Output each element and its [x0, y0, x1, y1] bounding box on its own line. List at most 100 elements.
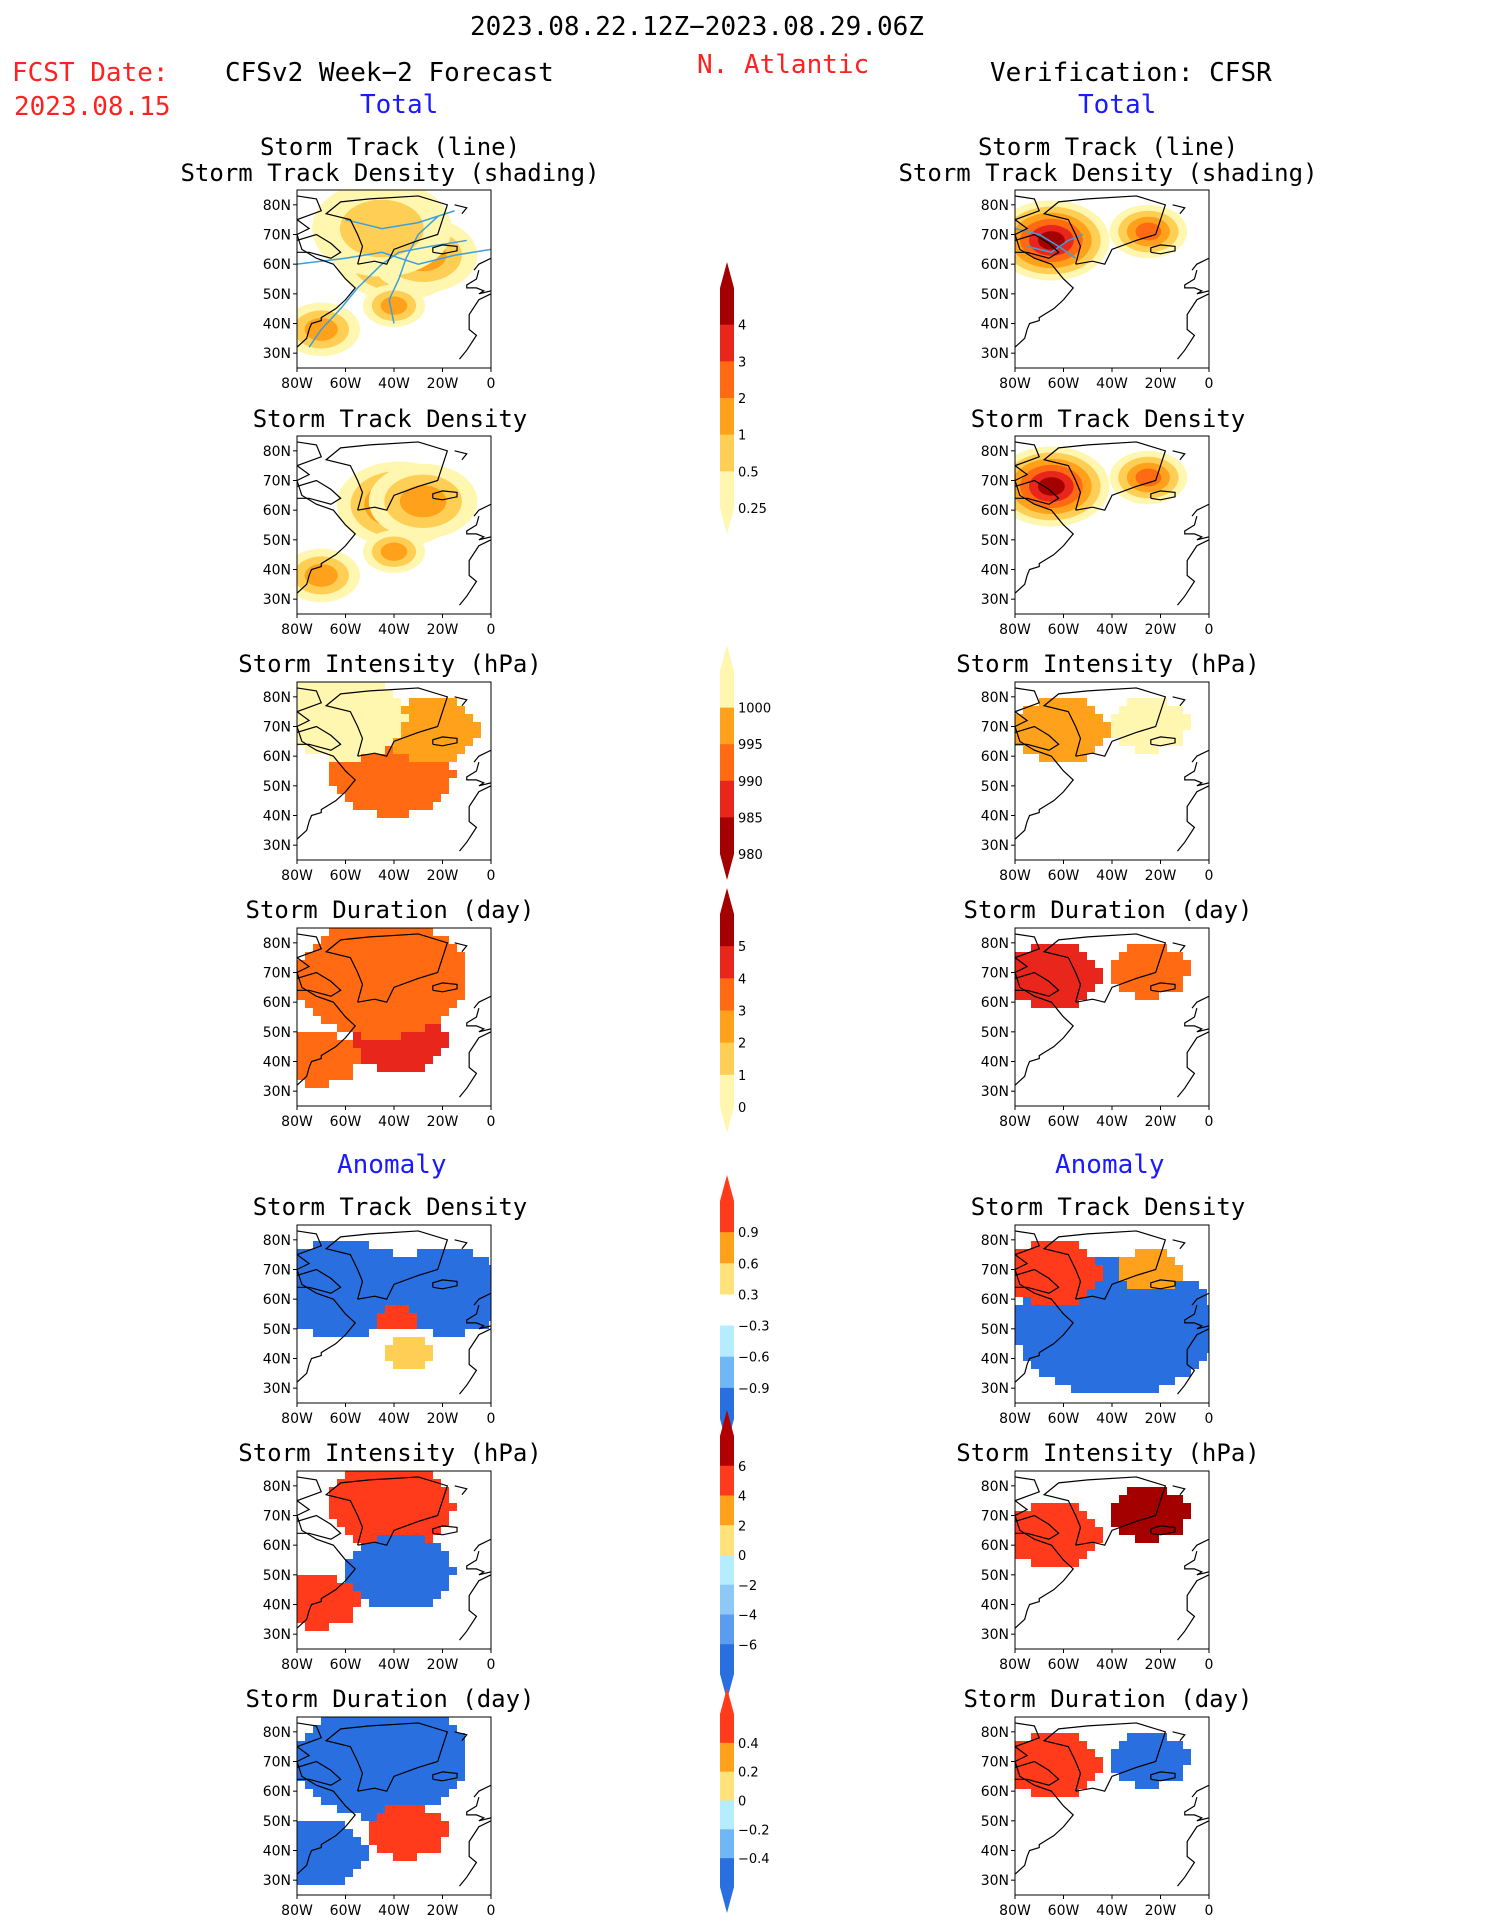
grid-cell	[449, 738, 457, 746]
grid-cell	[401, 976, 409, 984]
grid-cell	[1111, 1377, 1119, 1385]
grid-cell	[377, 1249, 385, 1257]
grid-cell	[457, 1273, 465, 1281]
grid-cell	[409, 984, 417, 992]
grid-cell	[441, 730, 449, 738]
coastline	[1015, 1760, 1060, 1786]
grid-cell	[361, 1467, 369, 1471]
grid-cell	[1159, 722, 1167, 730]
grid-cell	[305, 1265, 313, 1273]
grid-cell	[1127, 1297, 1135, 1305]
colorbar-label: −0.4	[738, 1852, 770, 1867]
density-blob	[304, 563, 338, 587]
grid-cell	[337, 1713, 345, 1717]
grid-cell	[1175, 1369, 1183, 1377]
grid-cell	[401, 1725, 409, 1733]
grid-cell	[321, 1861, 329, 1869]
grid-cell	[393, 1725, 401, 1733]
grid-cell	[1119, 1377, 1127, 1385]
grid-cell	[1095, 1527, 1103, 1535]
forecast-title: CFSv2 Week−2 Forecast	[225, 58, 554, 88]
grid-cell	[377, 1313, 385, 1321]
grid-cell	[441, 1575, 449, 1583]
grid-cell	[1159, 1273, 1167, 1281]
grid-cell	[369, 992, 377, 1000]
grid-cell	[441, 984, 449, 992]
grid-cell	[321, 1000, 329, 1008]
grid-cell	[401, 1519, 409, 1527]
grid-cell	[401, 1471, 409, 1479]
grid-cell	[305, 1821, 313, 1829]
colorbar-segment	[720, 471, 734, 509]
grid-cell	[1135, 1281, 1143, 1289]
grid-cell	[433, 1487, 441, 1495]
grid-cell	[321, 936, 329, 944]
grid-cell	[1039, 1559, 1047, 1567]
grid-cell	[313, 1829, 321, 1837]
grid-cell	[1167, 1265, 1175, 1273]
grid-cell	[1023, 730, 1031, 738]
grid-cell	[1063, 1765, 1071, 1773]
grid-cell	[1015, 1543, 1023, 1551]
coastline	[1150, 982, 1176, 993]
grid-cell	[1111, 1385, 1119, 1393]
grid-cell	[1071, 1321, 1079, 1329]
grid-cell	[1143, 1535, 1151, 1543]
grid-cell	[417, 1821, 425, 1829]
grid-cell	[313, 1765, 321, 1773]
grid-cell	[1055, 706, 1063, 714]
grid-cell	[401, 1713, 409, 1717]
grid-cell	[377, 698, 385, 706]
grid-cell	[321, 1321, 329, 1329]
grid-cell	[1087, 1377, 1095, 1385]
grid-cell	[1111, 1305, 1119, 1313]
colorbar-label: 985	[738, 811, 763, 826]
grid-cell	[393, 1008, 401, 1016]
grid-cell	[297, 1056, 305, 1064]
grid-cell	[425, 1749, 433, 1757]
grid-cell	[313, 1575, 321, 1583]
grid-cell	[353, 1289, 361, 1297]
coastline	[454, 450, 468, 461]
grid-cell	[297, 1064, 305, 1072]
grid-cell	[441, 1725, 449, 1733]
grid-cell	[417, 1717, 425, 1725]
grid-cell	[457, 1313, 465, 1321]
grid-cell	[441, 1289, 449, 1297]
grid-cell	[385, 1583, 393, 1591]
grid-cell	[377, 992, 385, 1000]
grid-cell	[401, 1543, 409, 1551]
grid-cell	[441, 1511, 449, 1519]
grid-cell	[1127, 714, 1135, 722]
grid-cell	[321, 1265, 329, 1273]
grid-cell	[1151, 1329, 1159, 1337]
grid-cell	[1127, 738, 1135, 746]
grid-cell	[297, 1072, 305, 1080]
grid-cell	[1063, 1781, 1071, 1789]
coastline	[1042, 441, 1167, 511]
x-tick-label: 20W	[427, 1903, 459, 1919]
grid-cell	[425, 706, 433, 714]
grid-cell	[1143, 706, 1151, 714]
grid-cell	[369, 1813, 377, 1821]
grid-cell	[1023, 976, 1031, 984]
grid-cell	[1143, 1257, 1151, 1265]
grid-cell	[321, 1297, 329, 1305]
grid-cell	[1087, 1773, 1095, 1781]
grid-cell	[409, 754, 417, 762]
colorbar-segment	[720, 1614, 734, 1645]
grid-cell	[1103, 1297, 1111, 1305]
grid-cell	[1183, 1749, 1191, 1757]
grid-cell	[1023, 1527, 1031, 1535]
grid-cell	[385, 1741, 393, 1749]
grid-cell	[345, 1471, 353, 1479]
grid-cell	[1015, 1281, 1023, 1289]
grid-cell	[1159, 1519, 1167, 1527]
grid-cell	[337, 1717, 345, 1725]
colorbar-segment	[720, 671, 734, 709]
grid-cell	[1135, 1781, 1143, 1789]
grid-cell	[1111, 1511, 1119, 1519]
grid-cell	[361, 1313, 369, 1321]
grid-cell	[353, 1040, 361, 1048]
